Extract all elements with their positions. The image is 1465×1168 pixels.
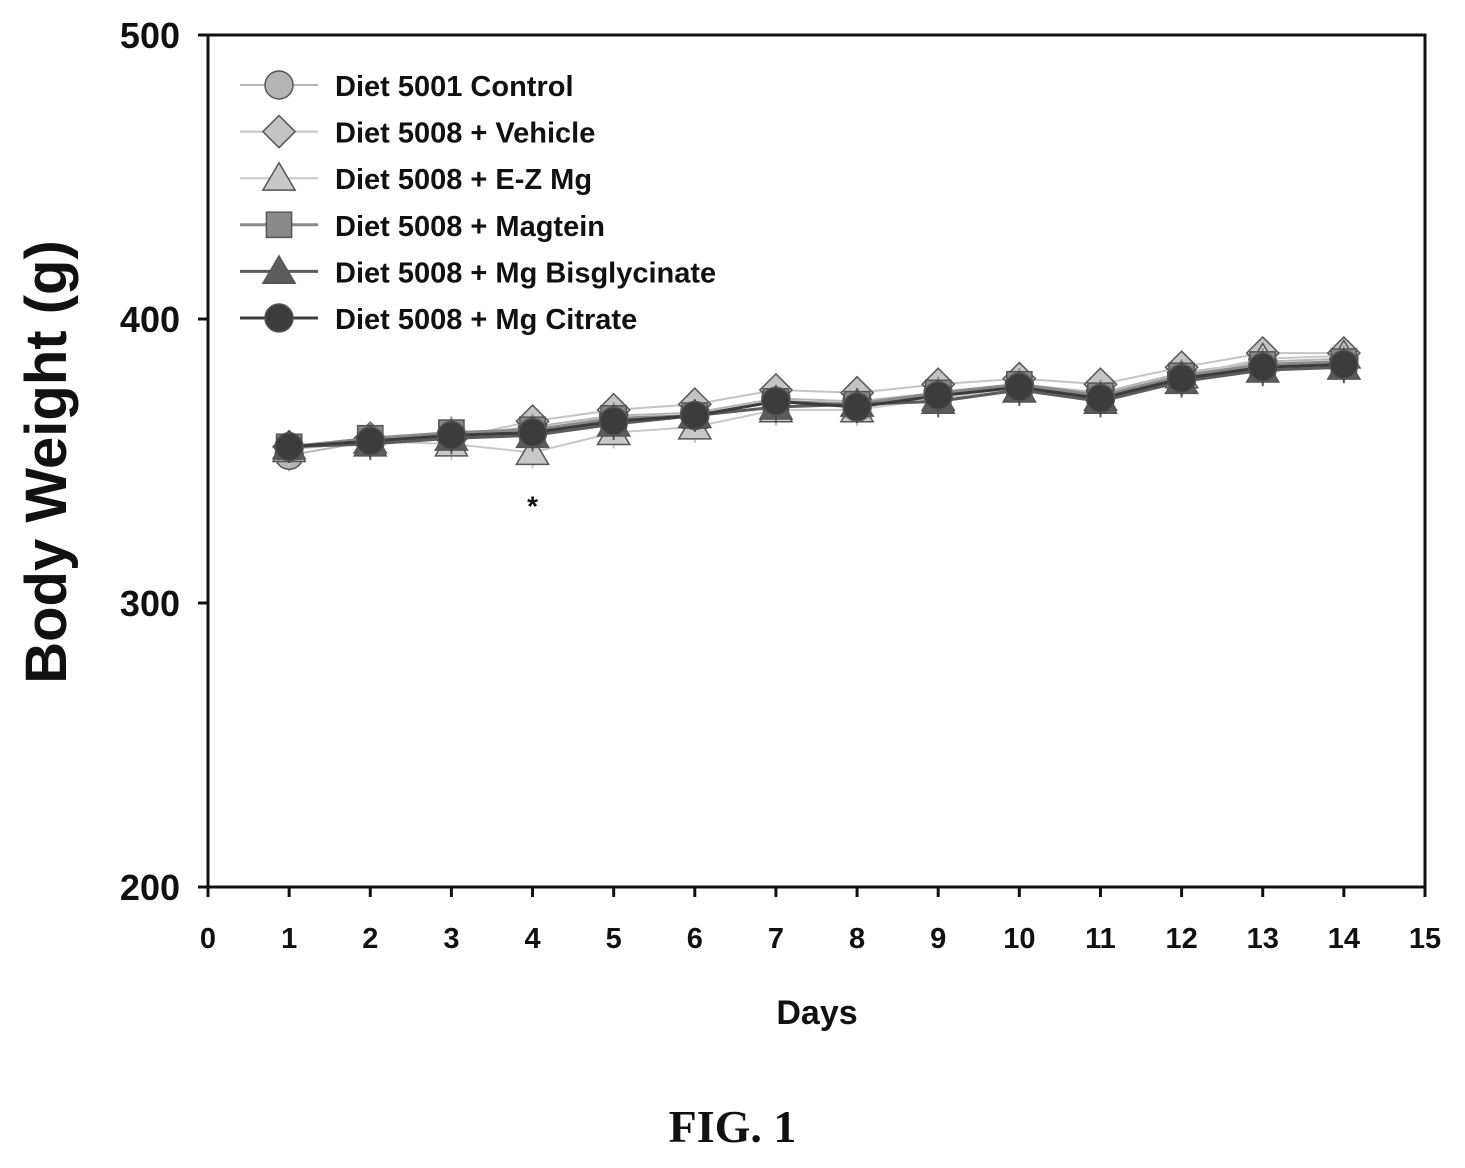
y-tick-label: 400 xyxy=(120,299,180,340)
x-tick-label: 7 xyxy=(768,923,784,955)
legend-item-6: Diet 5008 + Mg Citrate xyxy=(240,303,637,336)
x-axis-label: Days xyxy=(776,994,857,1032)
data-point xyxy=(598,406,629,436)
annotation-mark: * xyxy=(527,491,538,522)
legend-label: Diet 5008 + Magtein xyxy=(335,211,605,243)
data-point xyxy=(842,392,872,422)
x-tick-label: 9 xyxy=(930,923,946,955)
legend-label: Diet 5008 + E-Z Mg xyxy=(335,164,592,196)
data-point xyxy=(355,426,386,456)
x-tick-label: 1 xyxy=(281,923,297,955)
x-tick-label: 8 xyxy=(849,923,865,955)
legend: Diet 5001 Control Diet 5008 + Vehicle Diet… xyxy=(240,70,716,336)
legend-label: Diet 5008 + Vehicle xyxy=(335,118,595,150)
data-point xyxy=(1329,349,1359,380)
x-tick-label: 13 xyxy=(1247,923,1279,955)
data-point xyxy=(1247,352,1278,383)
legend-item-1: Diet 5001 Control xyxy=(240,70,574,103)
x-tick-label: 14 xyxy=(1328,923,1360,955)
legend-marker xyxy=(261,161,297,191)
legend-marker xyxy=(264,303,294,333)
data-point xyxy=(274,432,304,462)
legend-label: Diet 5008 + Mg Bisglycinate xyxy=(335,257,716,289)
legend-marker xyxy=(265,211,293,239)
x-tick-label: 15 xyxy=(1409,923,1441,955)
x-tick-label: 0 xyxy=(200,923,216,955)
legend-item-4: Diet 5008 + Magtein xyxy=(240,211,605,243)
x-tick-label: 12 xyxy=(1165,923,1197,955)
data-point xyxy=(1004,372,1035,402)
x-axis: 0 1 2 3 4 5 6 7 8 9 10 11 12 13 14 15 xyxy=(200,887,1441,955)
data-point xyxy=(1166,363,1197,394)
x-tick-label: 6 xyxy=(687,923,703,955)
data-point xyxy=(761,386,791,417)
data-point xyxy=(1085,383,1116,414)
legend-label: Diet 5001 Control xyxy=(335,71,574,103)
y-tick-label: 500 xyxy=(120,15,180,56)
data-point xyxy=(923,380,953,411)
plot-border xyxy=(206,33,1427,889)
x-tick-label: 11 xyxy=(1085,923,1116,955)
legend-item-3: Diet 5008 + E-Z Mg xyxy=(240,161,592,196)
data-point xyxy=(680,400,710,431)
plot-area xyxy=(206,33,1427,889)
x-tick-label: 3 xyxy=(443,923,459,955)
data-point xyxy=(517,417,548,448)
annotation-layer: * xyxy=(527,491,538,522)
legend-marker xyxy=(261,114,297,149)
y-tick-label: 300 xyxy=(120,583,180,624)
y-axis: 200 300 400 500 xyxy=(120,15,208,908)
x-tick-label: 2 xyxy=(362,923,378,955)
figure-caption: FIG. 1 xyxy=(668,1101,797,1152)
y-axis-label: Body Weight (g) xyxy=(14,240,79,684)
x-tick-label: 10 xyxy=(1003,923,1035,955)
x-tick-label: 4 xyxy=(524,923,540,955)
legend-marker xyxy=(264,70,294,100)
data-point xyxy=(436,420,467,451)
legend-marker xyxy=(261,254,297,285)
y-tick-label: 200 xyxy=(120,867,180,908)
series-layer xyxy=(271,335,1362,472)
x-tick-label: 5 xyxy=(606,923,622,955)
series-6 xyxy=(274,348,1359,463)
legend-item-2: Diet 5008 + Vehicle xyxy=(240,114,595,150)
legend-label: Diet 5008 + Mg Citrate xyxy=(335,304,637,336)
legend-item-5: Diet 5008 + Mg Bisglycinate xyxy=(240,254,716,289)
